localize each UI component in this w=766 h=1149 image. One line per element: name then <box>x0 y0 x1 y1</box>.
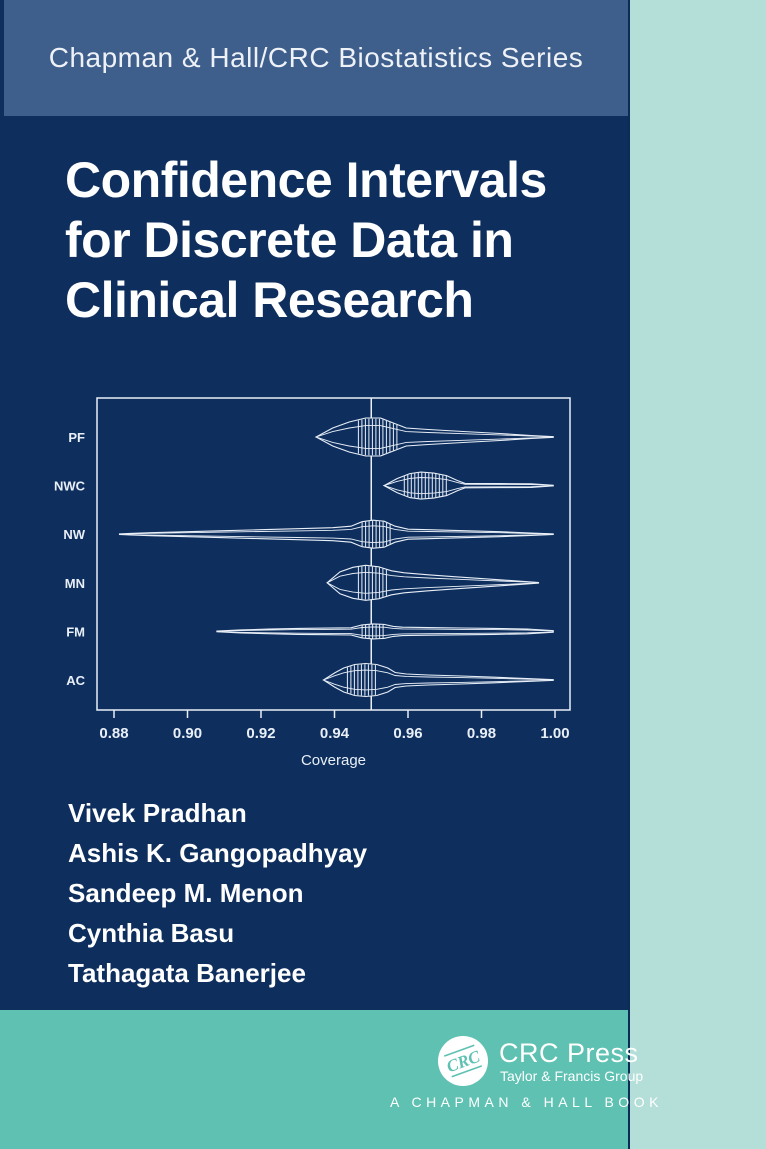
y-axis-label-mn: MN <box>65 576 85 591</box>
violin-fm <box>216 623 554 640</box>
y-axis-label-nw: NW <box>63 527 85 542</box>
book-title: Confidence Intervals for Discrete Data i… <box>65 150 605 330</box>
author-name: Tathagata Banerjee <box>68 958 306 988</box>
plot-box <box>96 397 571 711</box>
violin-inner-nw <box>119 525 554 544</box>
right-mint-stripe <box>630 0 766 1149</box>
book-title-line3: Clinical Research <box>65 272 474 328</box>
author-name: Cynthia Basu <box>68 918 235 948</box>
x-tick-label: 0.88 <box>99 725 128 742</box>
y-axis-label-ac: AC <box>66 673 85 688</box>
x-tick-label: 0.98 <box>467 725 496 742</box>
coverage-chart: PF NWC NW MN FM AC 0.88 0.90 0.92 0.94 0.96 0.98 1.0… <box>0 390 630 785</box>
coverage-chart-svg: PF NWC NW MN FM AC 0.88 0.90 0.92 0.94 0.96 0.98 1.0… <box>54 397 571 769</box>
x-tick-label: 0.94 <box>320 725 350 742</box>
x-tick-label: 0.90 <box>173 725 202 742</box>
publisher-group: Taylor & Francis Group <box>500 1068 644 1084</box>
x-axis-title: Coverage <box>301 752 366 769</box>
y-axis-label-pf: PF <box>68 430 85 445</box>
series-banner-label: Chapman & Hall/CRC Biostatistics Series <box>48 42 584 73</box>
book-title-line1: Confidence Intervals <box>65 152 547 208</box>
stripe-divider <box>628 0 630 1149</box>
author-name: Ashis K. Gangopadhyay <box>68 838 368 868</box>
series-banner: Chapman & Hall/CRC Biostatistics Series <box>4 0 628 116</box>
author-name: Vivek Pradhan <box>68 798 247 828</box>
y-axis-label-fm: FM <box>66 624 85 639</box>
violin-inner-pf <box>314 425 554 449</box>
authors-block: Vivek Pradhan Ashis K. Gangopadhyay Sand… <box>68 793 367 993</box>
violin-inner-mn <box>326 571 539 594</box>
violin-inner-ac <box>322 669 554 691</box>
violin-nwc <box>382 471 554 500</box>
crc-press-logo-icon: CRC <box>437 1035 489 1087</box>
violin-pf <box>314 417 554 457</box>
y-axis-label-nwc: NWC <box>54 479 86 494</box>
violin-inner-fm <box>216 626 554 637</box>
imprint-line: A CHAPMAN & HALL BOOK <box>390 1094 663 1110</box>
author-name: Sandeep M. Menon <box>68 878 304 908</box>
x-tick-label: 1.00 <box>540 725 569 742</box>
footer-band <box>0 1010 628 1149</box>
x-tick-label: 0.92 <box>246 725 275 742</box>
violin-nw <box>118 519 554 549</box>
x-tick-label: 0.96 <box>393 725 422 742</box>
publisher-name: CRC Press <box>499 1038 639 1068</box>
book-title-line2: for Discrete Data in <box>65 212 514 268</box>
violin-inner-nwc <box>382 477 554 495</box>
